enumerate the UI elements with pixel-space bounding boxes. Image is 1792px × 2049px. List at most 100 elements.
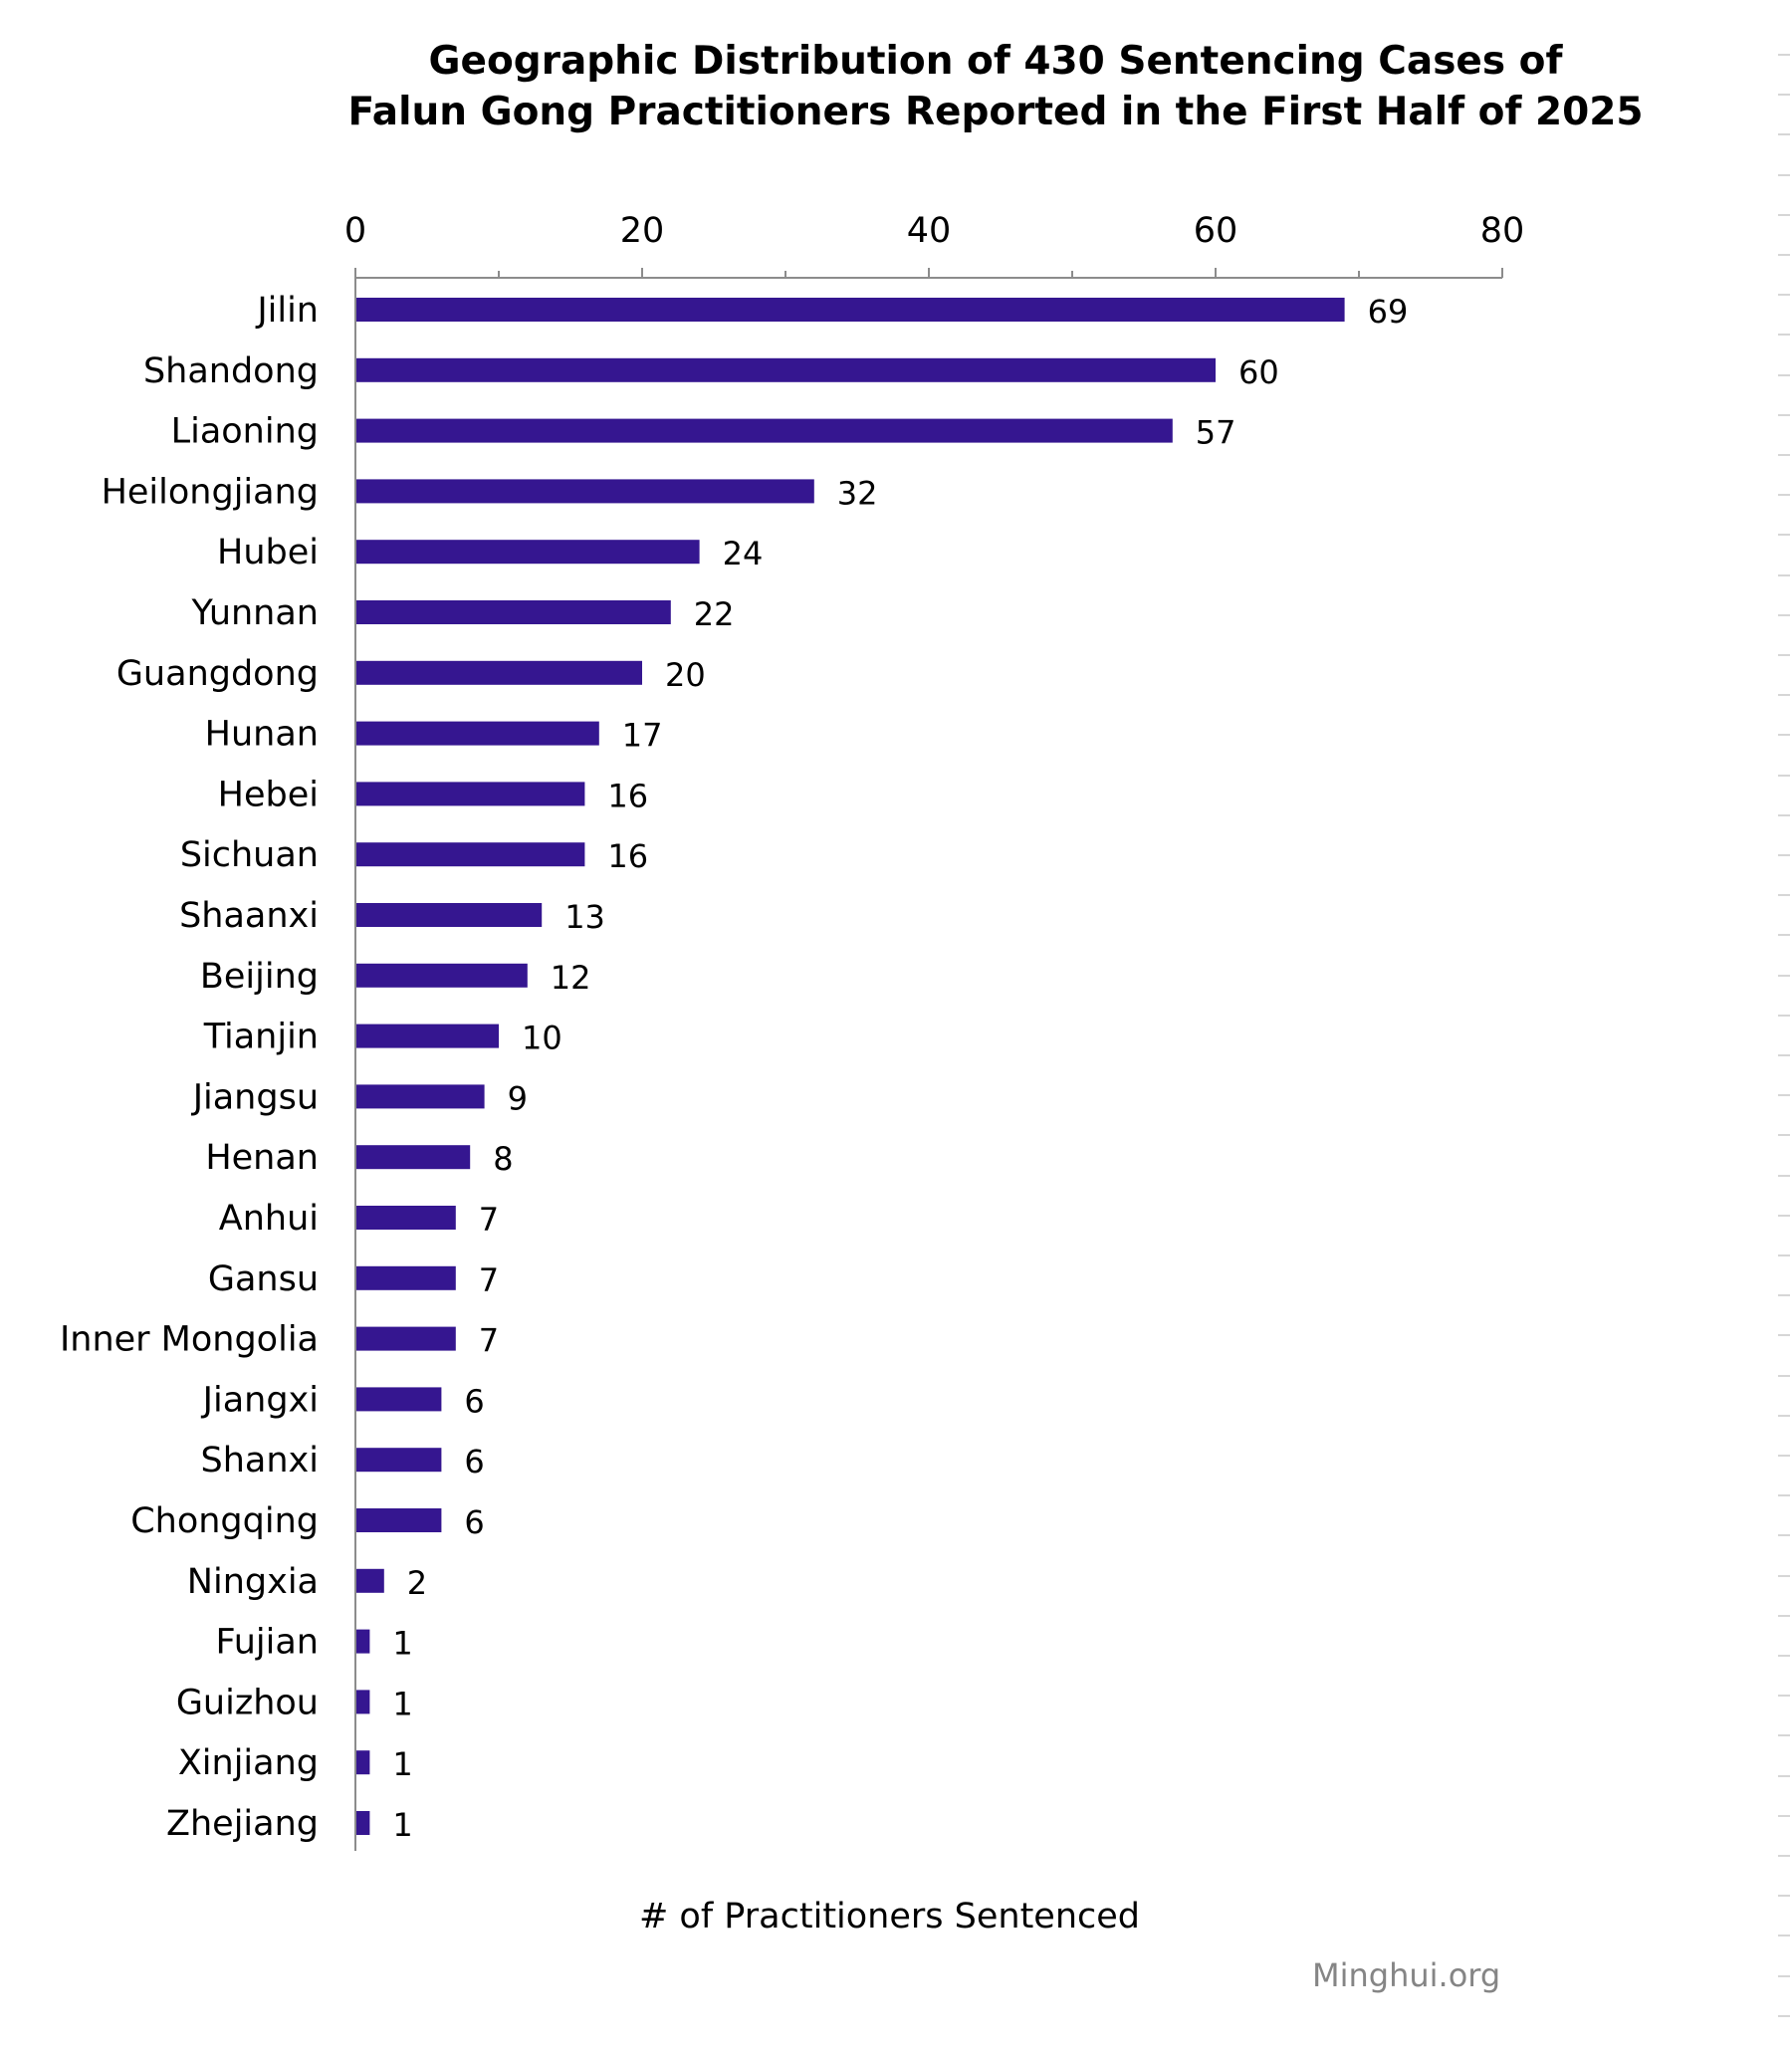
value-label: 57 — [1196, 414, 1236, 452]
bar — [356, 842, 585, 867]
edge-tick — [1778, 1094, 1790, 1096]
edge-tick — [1778, 454, 1790, 456]
category-label: Shaanxi — [179, 896, 319, 936]
bar — [356, 1387, 442, 1412]
value-label: 9 — [508, 1079, 528, 1117]
source-credit: Minghui.org — [1312, 1956, 1501, 1994]
edge-tick — [1778, 1175, 1790, 1177]
edge-tick — [1778, 574, 1790, 576]
x-tick-label: 0 — [344, 211, 366, 251]
bar — [356, 1326, 456, 1351]
bar — [356, 1265, 456, 1290]
category-label: Fujian — [216, 1623, 319, 1663]
value-label: 10 — [522, 1020, 562, 1057]
category-label: Hubei — [217, 533, 319, 572]
value-label: 20 — [665, 656, 706, 694]
value-label: 16 — [607, 777, 648, 814]
edge-tick — [1778, 1494, 1790, 1496]
category-label: Hebei — [218, 775, 319, 814]
category-label: Jiangsu — [191, 1077, 319, 1117]
edge-tick — [1778, 2015, 1790, 2017]
edge-tick — [1778, 1015, 1790, 1017]
edge-tick — [1778, 1134, 1790, 1136]
bar — [356, 1024, 499, 1048]
value-label: 32 — [837, 474, 878, 512]
value-label: 24 — [723, 535, 764, 572]
bar — [356, 1811, 370, 1835]
edge-tick — [1778, 694, 1790, 696]
value-label: 6 — [464, 1382, 484, 1420]
category-label: Shanxi — [201, 1441, 319, 1480]
edge-tick — [1778, 1054, 1790, 1056]
category-label: Jiangxi — [201, 1380, 319, 1420]
category-label: Jilin — [255, 291, 319, 331]
edge-tick — [1778, 1935, 1790, 1936]
value-label: 16 — [607, 837, 648, 875]
chart-title-line-2: Falun Gong Practitioners Reported in the… — [347, 90, 1644, 134]
edge-tick — [1778, 94, 1790, 96]
edge-tick — [1778, 614, 1790, 616]
edge-tick — [1778, 1455, 1790, 1457]
category-label: Henan — [205, 1138, 319, 1178]
value-label: 1 — [392, 1685, 412, 1722]
bar — [356, 418, 1173, 443]
edge-tick — [1778, 494, 1790, 496]
value-label: 2 — [407, 1564, 427, 1602]
category-label: Anhui — [219, 1199, 319, 1239]
value-label: 7 — [479, 1322, 499, 1360]
category-label: Gansu — [208, 1259, 319, 1299]
category-label: Guangdong — [116, 654, 319, 694]
x-tick-label: 40 — [907, 211, 952, 251]
x-tick-label: 20 — [620, 211, 665, 251]
bar — [356, 357, 1216, 382]
category-label: Heilongjiang — [102, 472, 319, 512]
bar — [356, 540, 700, 565]
category-label: Shandong — [143, 351, 319, 391]
bar — [356, 1568, 384, 1593]
edge-tick — [1778, 1855, 1790, 1857]
bar — [356, 479, 814, 504]
value-label: 69 — [1368, 293, 1409, 331]
value-label: 7 — [479, 1201, 499, 1239]
edge-tick — [1778, 1534, 1790, 1536]
chart-title: Geographic Distribution of 430 Sentencin… — [0, 36, 1792, 137]
bar — [356, 1629, 370, 1654]
value-label: 7 — [479, 1261, 499, 1299]
bar — [356, 1448, 442, 1473]
edge-tick — [1778, 1655, 1790, 1657]
value-label: 1 — [392, 1806, 412, 1844]
right-edge-ticks — [1778, 0, 1792, 2049]
edge-tick — [1778, 1334, 1790, 1336]
edge-tick — [1778, 1975, 1790, 1977]
edge-tick — [1778, 854, 1790, 856]
bar — [356, 1750, 370, 1775]
x-tick-label: 60 — [1194, 211, 1238, 251]
edge-tick — [1778, 534, 1790, 536]
edge-tick — [1778, 975, 1790, 977]
value-label: 1 — [392, 1745, 412, 1783]
category-label: Guizhou — [176, 1683, 319, 1722]
value-label: 12 — [551, 959, 591, 997]
bar — [356, 721, 599, 746]
value-label: 60 — [1238, 353, 1279, 391]
category-label: Liaoning — [171, 412, 319, 452]
edge-tick — [1778, 374, 1790, 376]
edge-tick — [1778, 1575, 1790, 1577]
category-label: Hunan — [205, 715, 319, 755]
edge-tick — [1778, 294, 1790, 296]
bar — [356, 782, 585, 806]
edge-tick — [1778, 814, 1790, 816]
edge-tick — [1778, 1215, 1790, 1217]
category-label: Tianjin — [203, 1018, 319, 1057]
bar — [356, 660, 642, 685]
edge-tick — [1778, 894, 1790, 896]
edge-tick — [1778, 1895, 1790, 1897]
bar — [356, 600, 671, 624]
edge-tick — [1778, 934, 1790, 936]
bar — [356, 1145, 471, 1170]
value-label: 8 — [493, 1140, 513, 1178]
edge-tick — [1778, 654, 1790, 656]
category-label: Sichuan — [180, 835, 319, 875]
value-label: 17 — [622, 717, 663, 755]
